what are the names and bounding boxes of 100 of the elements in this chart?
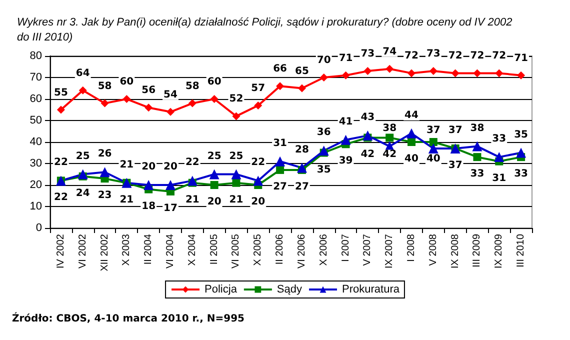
- y-tick-label: 50: [30, 114, 42, 126]
- point: [429, 138, 438, 146]
- x-tick-label: VI 2006: [296, 234, 308, 268]
- data-label: 43: [360, 112, 375, 124]
- x-tick-label: II 2006: [274, 234, 286, 265]
- data-label: 24: [76, 188, 90, 199]
- chart-title: Wykres nr 3. Jak by Pan(i) ocenił(a) działalność Policji, sądów i prokuratury? (dobre oceny od IV 2002 do III 2010): [17, 16, 516, 44]
- point: [166, 108, 174, 116]
- data-label: 42: [382, 149, 397, 160]
- data-label: 57: [251, 82, 266, 94]
- data-label: 72: [470, 50, 484, 62]
- data-label: 71: [514, 52, 528, 64]
- x-tick-label: V 2007: [362, 234, 374, 266]
- data-label: 22: [185, 157, 200, 168]
- point: [232, 112, 240, 120]
- data-label: 72: [404, 50, 418, 62]
- data-label: 55: [54, 87, 68, 98]
- x-tick-label: V 2008: [428, 234, 439, 266]
- point: [318, 146, 329, 156]
- data-label: 71: [338, 52, 353, 64]
- y-tick-label: 0: [36, 222, 42, 234]
- data-label: 25: [207, 150, 222, 162]
- point: [386, 64, 394, 73]
- point: [386, 134, 394, 142]
- y-tick-label: 10: [30, 200, 42, 212]
- x-tick-label: VI 2005: [230, 234, 242, 268]
- y-tick-label: 80: [30, 50, 42, 62]
- x-tick-label: IX 2009: [494, 234, 505, 268]
- data-label: 52: [229, 94, 244, 105]
- x-tick-label: III 2010: [516, 234, 527, 268]
- data-label: 38: [382, 122, 397, 134]
- x-tick-label: VI 2004: [165, 234, 176, 268]
- data-label: 27: [273, 181, 288, 192]
- x-tick-label: IX 2007: [384, 234, 396, 268]
- data-label: 36: [316, 127, 331, 138]
- data-label: 58: [98, 80, 112, 92]
- point: [473, 153, 482, 162]
- point: [210, 181, 218, 189]
- x-tick-label: X 2005: [252, 234, 264, 266]
- data-label: 35: [316, 164, 331, 176]
- point: [428, 143, 438, 154]
- data-label: 20: [251, 196, 266, 208]
- data-label: 31: [492, 172, 506, 184]
- data-label: 37: [426, 124, 440, 136]
- x-tick-label: II 2005: [208, 234, 220, 265]
- point: [78, 86, 87, 94]
- x-tick-label: IX 2008: [450, 234, 461, 268]
- point: [232, 178, 240, 187]
- data-label: 20: [207, 196, 222, 208]
- y-tick-label: 30: [30, 158, 42, 170]
- data-label: 22: [54, 157, 68, 168]
- x-tick-label: I 2007: [340, 234, 352, 262]
- data-label: 42: [360, 149, 375, 160]
- point: [210, 95, 218, 103]
- data-label: 65: [294, 66, 309, 77]
- y-tick-label: 70: [30, 72, 42, 84]
- point: [100, 167, 110, 178]
- point: [517, 71, 526, 80]
- point: [406, 128, 416, 138]
- point: [408, 69, 416, 78]
- data-label: 40: [426, 154, 440, 164]
- point: [364, 67, 372, 76]
- point: [188, 99, 196, 108]
- point: [187, 176, 198, 186]
- text: Źródło: CBOS, 4-10 marca 2010 r., N=995: [12, 312, 245, 324]
- point: [408, 138, 416, 146]
- point: [276, 166, 284, 174]
- y-tick-label: 60: [30, 93, 42, 105]
- data-label: 60: [120, 76, 134, 88]
- x-tick-label: X 2004: [186, 234, 198, 266]
- point: [298, 84, 306, 92]
- data-label: 74: [382, 46, 397, 58]
- data-label: 18: [142, 200, 156, 212]
- point: [253, 176, 264, 186]
- x-tick-label: II 2004: [143, 234, 154, 265]
- point: [473, 69, 482, 78]
- x-tick-label: XII 2002: [99, 234, 110, 272]
- point: [275, 156, 286, 166]
- x-tick-label: VI 2002: [77, 234, 88, 268]
- data-label: 28: [294, 144, 309, 156]
- data-label: 39: [338, 156, 353, 167]
- point: [320, 74, 328, 82]
- point: [166, 180, 176, 190]
- point: [472, 141, 482, 152]
- data-label: 22: [251, 157, 266, 168]
- data-label: 73: [426, 48, 440, 60]
- point: [495, 69, 504, 78]
- data-label: 72: [448, 50, 462, 62]
- data-label: 33: [492, 134, 506, 145]
- data-label: 25: [229, 150, 244, 162]
- data-label: 33: [470, 168, 484, 180]
- y-tick-label: 20: [30, 179, 42, 191]
- x-tick-label: I 2008: [406, 234, 417, 262]
- data-label: 25: [76, 150, 90, 162]
- data-label: 54: [164, 89, 178, 100]
- x-tick-label: IV 2002: [55, 234, 66, 268]
- legend-label: Prokuratura: [342, 284, 400, 296]
- data-label: 31: [273, 138, 288, 149]
- point: [56, 106, 65, 114]
- point: [144, 180, 154, 190]
